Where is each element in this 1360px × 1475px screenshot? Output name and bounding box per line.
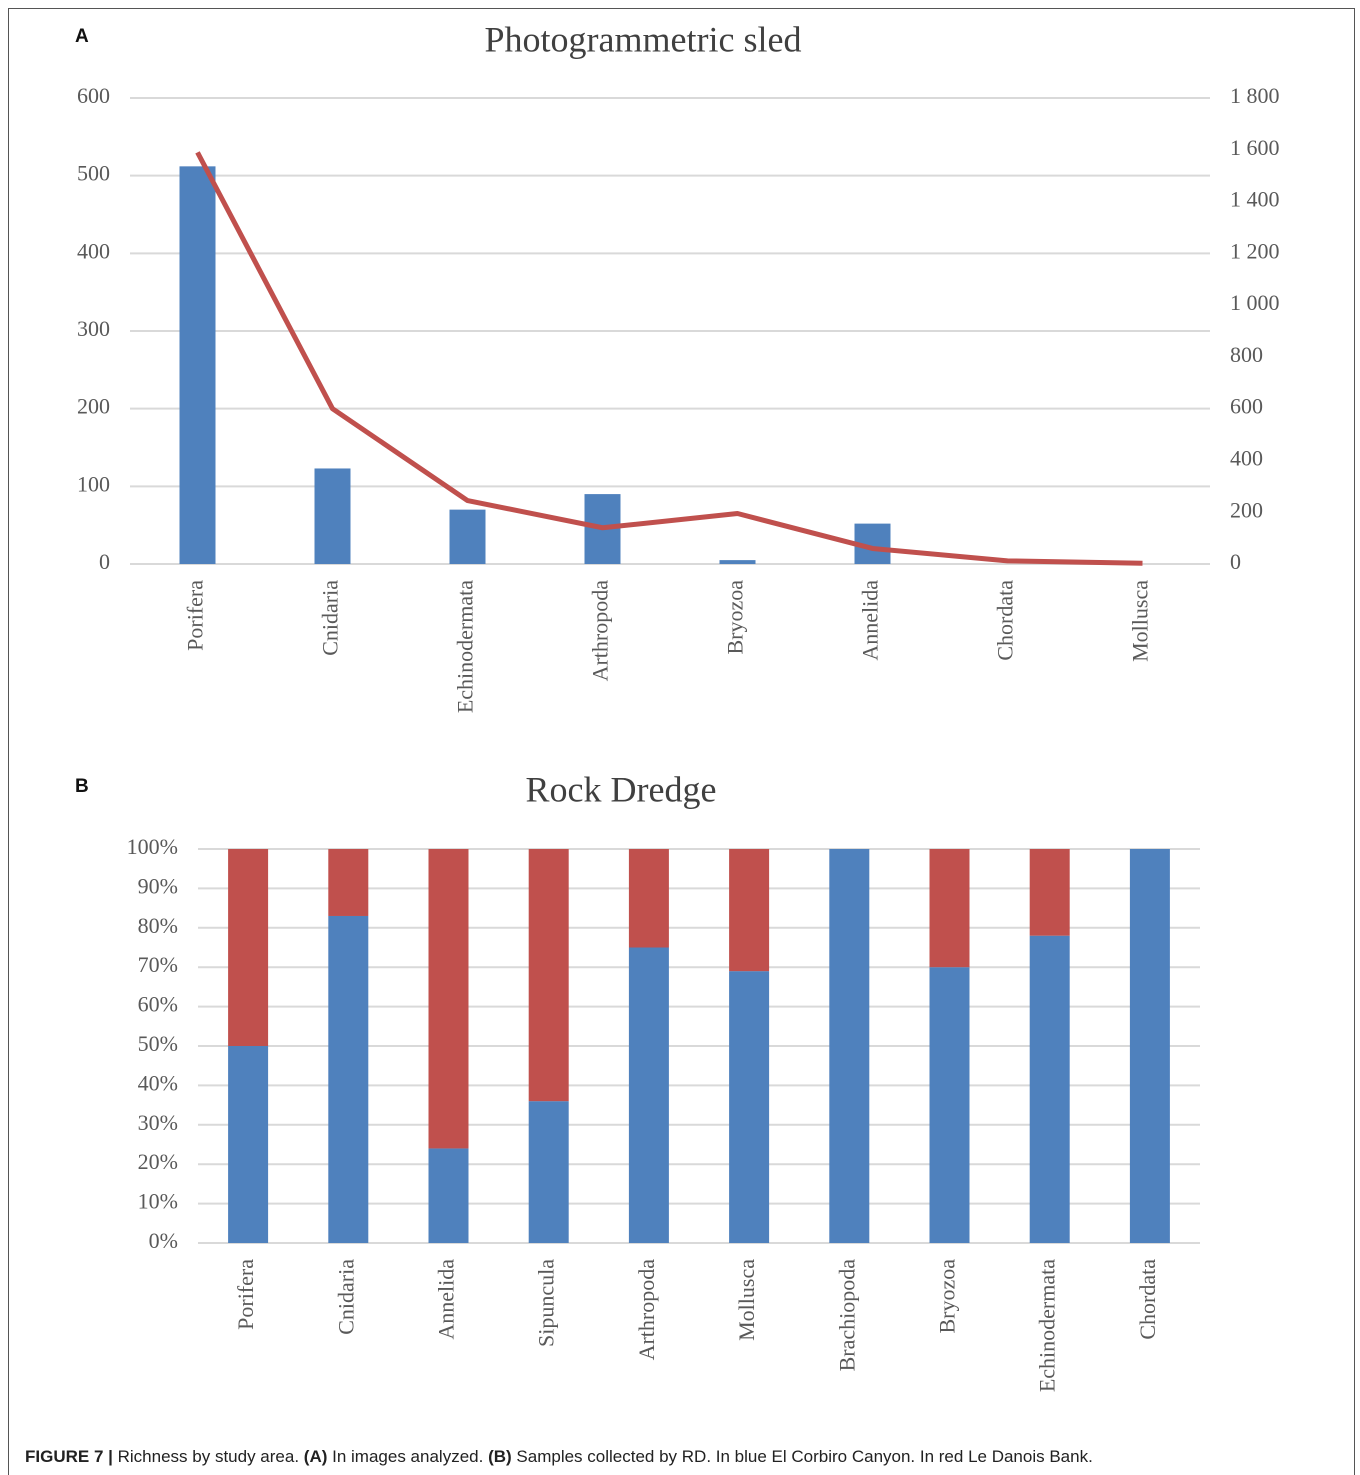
y-tick-label: 300 bbox=[77, 316, 110, 341]
bar-segment bbox=[628, 849, 669, 948]
line bbox=[195, 151, 1143, 566]
y2-tick-label: 400 bbox=[1230, 445, 1263, 470]
y2-tick-label: 1 200 bbox=[1230, 238, 1280, 263]
x-tick-label: Brachiopoda bbox=[834, 1259, 859, 1372]
x-tick-label: Cnidaria bbox=[333, 1259, 358, 1335]
panel-label: A bbox=[75, 26, 89, 47]
x-tick-label: Mollusca bbox=[1128, 580, 1153, 662]
x-tick-label: Chordata bbox=[993, 580, 1018, 661]
bar-segment bbox=[228, 849, 269, 1046]
bar-segment bbox=[1129, 849, 1170, 1243]
bar bbox=[314, 468, 351, 564]
caption-panel: (A) bbox=[303, 1447, 328, 1466]
caption: FIGURE 7 | Richness by study area. (A) I… bbox=[25, 1447, 1093, 1467]
y2-tick-label: 1 000 bbox=[1230, 290, 1280, 315]
figure-frame bbox=[8, 8, 1355, 1475]
y2-tick-label: 1 600 bbox=[1230, 135, 1280, 160]
caption-text: Richness by study area. bbox=[117, 1447, 300, 1466]
y2-tick-label: 200 bbox=[1230, 497, 1263, 522]
bar-segment bbox=[1029, 849, 1070, 936]
bar-segment bbox=[729, 849, 770, 972]
x-tick-label: Bryozoa bbox=[935, 1259, 960, 1334]
bar-segment bbox=[328, 849, 369, 916]
y-tick-label: 100% bbox=[127, 834, 178, 859]
y-tick-label: 80% bbox=[138, 913, 178, 938]
y-tick-label: 40% bbox=[138, 1070, 178, 1095]
x-tick-label: Chordata bbox=[1135, 1259, 1160, 1340]
y-tick-label: 90% bbox=[138, 873, 178, 898]
x-tick-label: Arthropoda bbox=[634, 1259, 659, 1361]
figure: A Photogrammetric sled 0 100 200 300 400 500 600… bbox=[75, 19, 1280, 1392]
bar bbox=[179, 166, 216, 564]
x-tick-label: Mollusca bbox=[734, 1259, 759, 1341]
bar-segment bbox=[228, 1046, 269, 1243]
bar-segment bbox=[1029, 935, 1070, 1243]
bar bbox=[449, 509, 486, 564]
x-tick-label: Porifera bbox=[233, 1259, 258, 1330]
caption-label: FIGURE 7 | bbox=[25, 1447, 113, 1466]
y-tick-label: 50% bbox=[138, 1031, 178, 1056]
bar-segment bbox=[929, 849, 970, 968]
bar-segment bbox=[729, 971, 770, 1243]
y-tick-label: 500 bbox=[77, 161, 110, 186]
x-tick-label: Sipuncula bbox=[534, 1259, 559, 1347]
y2-tick-label: 0 bbox=[1230, 549, 1241, 574]
y2-tick-label: 1 400 bbox=[1230, 187, 1280, 212]
x-tick-label: Bryozoa bbox=[723, 580, 748, 655]
y-tick-label: 30% bbox=[138, 1110, 178, 1135]
caption-text: Samples collected by RD. In blue El Corb… bbox=[516, 1447, 1093, 1466]
x-tick-label: Porifera bbox=[183, 580, 208, 651]
panel-label: B bbox=[75, 776, 89, 797]
x-tick-label: Annelida bbox=[858, 580, 883, 661]
y-tick-label: 200 bbox=[77, 394, 110, 419]
bar-segment bbox=[628, 947, 669, 1243]
y-tick-label: 100 bbox=[77, 471, 110, 496]
x-tick-label: Annelida bbox=[434, 1259, 459, 1340]
y2-tick-label: 800 bbox=[1230, 342, 1263, 367]
y-tick-label: 400 bbox=[77, 238, 110, 263]
y-tick-label: 20% bbox=[138, 1149, 178, 1174]
bar-segment bbox=[829, 849, 870, 1243]
bar-segment bbox=[428, 1148, 469, 1243]
x-tick-label: Cnidaria bbox=[318, 580, 343, 656]
y-tick-label: 600 bbox=[77, 83, 110, 108]
bar bbox=[719, 560, 756, 564]
bar-segment bbox=[528, 1101, 569, 1243]
x-tick-label: Arthropoda bbox=[588, 580, 613, 682]
y2-tick-label: 600 bbox=[1230, 394, 1263, 419]
y-tick-label: 10% bbox=[138, 1189, 178, 1214]
bar-segment bbox=[428, 849, 469, 1149]
y-tick-label: 0% bbox=[149, 1228, 178, 1253]
x-tick-label: Echinodermata bbox=[1035, 1259, 1060, 1392]
y-tick-label: 70% bbox=[138, 952, 178, 977]
bar-segment bbox=[328, 915, 369, 1243]
chart-title: Photogrammetric sled bbox=[485, 19, 802, 59]
caption-text: In images analyzed. bbox=[332, 1447, 484, 1466]
bar-segment bbox=[929, 967, 970, 1243]
y-tick-label: 60% bbox=[138, 992, 178, 1017]
x-tick-label: Echinodermata bbox=[453, 580, 478, 713]
y-tick-label: 0 bbox=[99, 549, 110, 574]
bar-segment bbox=[528, 849, 569, 1102]
chart-title: Rock Dredge bbox=[526, 769, 717, 809]
caption-panel: (B) bbox=[488, 1447, 512, 1466]
y2-tick-label: 1 800 bbox=[1230, 83, 1280, 108]
